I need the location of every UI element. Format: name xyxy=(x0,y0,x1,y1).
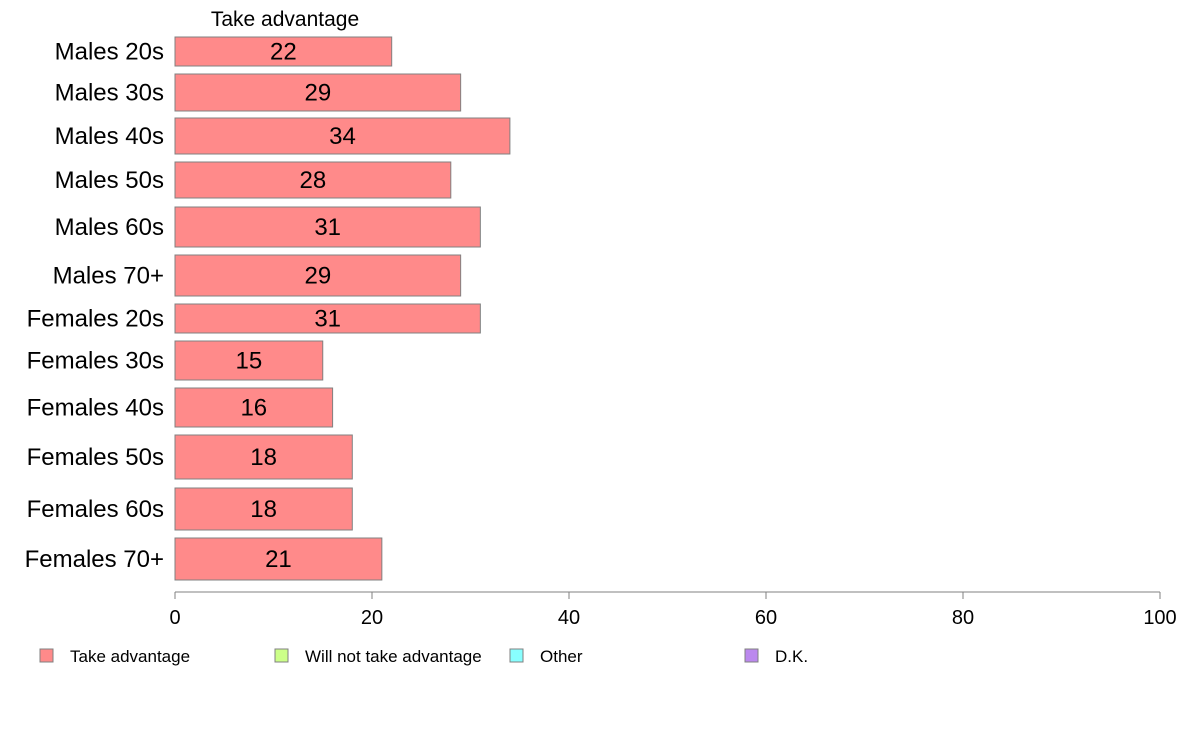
bar xyxy=(174,387,334,428)
legend-label: Take advantage xyxy=(70,647,190,666)
legend-label: Will not take advantage xyxy=(305,647,482,666)
x-tick-label: 20 xyxy=(361,607,383,629)
bar xyxy=(174,161,452,199)
category-label: Females 70+ xyxy=(25,546,164,573)
legend: Take advantage Will not take advantage Oth… xyxy=(39,647,808,666)
legend-swatch xyxy=(274,648,289,663)
category-label: Females 40s xyxy=(27,395,164,422)
bar-value-label: 31 xyxy=(314,306,341,333)
bar-value-label: 22 xyxy=(270,39,297,66)
bar xyxy=(174,254,462,297)
x-tick-label: 0 xyxy=(169,607,180,629)
category-label: Females 30s xyxy=(27,348,164,375)
bar xyxy=(174,340,324,381)
bar xyxy=(174,206,481,248)
chart-title: Take advantage xyxy=(211,8,359,31)
bar-value-label: 21 xyxy=(265,546,292,573)
bar xyxy=(174,36,393,67)
x-tick-label: 40 xyxy=(558,607,580,629)
category-label: Females 20s xyxy=(27,306,164,333)
legend-label: D.K. xyxy=(775,647,808,666)
bar-value-label: 18 xyxy=(250,444,277,471)
bar-value-label: 18 xyxy=(250,496,277,523)
bar-value-label: 34 xyxy=(329,123,356,150)
bar-value-label: 15 xyxy=(236,348,263,375)
category-label: Males 30s xyxy=(55,80,164,107)
category-label: Males 40s xyxy=(55,123,164,150)
legend-swatch xyxy=(39,648,54,663)
bars-group: 22 Males 20s 29 Males 30s 34 Males 40s 28 Males… xyxy=(25,36,511,581)
category-label: Males 20s xyxy=(55,39,164,66)
bar xyxy=(174,487,353,531)
x-tick-label: 60 xyxy=(755,607,777,629)
legend-label: Other xyxy=(540,647,583,666)
legend-swatch xyxy=(509,648,524,663)
bar-value-label: 31 xyxy=(314,214,341,241)
bar-value-label: 29 xyxy=(304,80,331,107)
category-label: Males 60s xyxy=(55,214,164,241)
x-tick-label: 80 xyxy=(952,607,974,629)
bar xyxy=(174,117,511,155)
category-label: Females 60s xyxy=(27,496,164,523)
bar xyxy=(174,434,353,480)
bar xyxy=(174,73,462,112)
x-tick-label: 100 xyxy=(1143,607,1176,629)
category-label: Males 70+ xyxy=(53,263,164,290)
bar-value-label: 28 xyxy=(300,167,327,194)
bar-value-label: 29 xyxy=(304,263,331,290)
category-label: Males 50s xyxy=(55,167,164,194)
bar xyxy=(174,537,383,581)
category-label: Females 50s xyxy=(27,444,164,471)
bar xyxy=(174,303,481,334)
x-axis: 0 20 40 60 80 100 xyxy=(169,591,1177,629)
legend-swatch xyxy=(744,648,759,663)
bar-value-label: 16 xyxy=(240,395,267,422)
